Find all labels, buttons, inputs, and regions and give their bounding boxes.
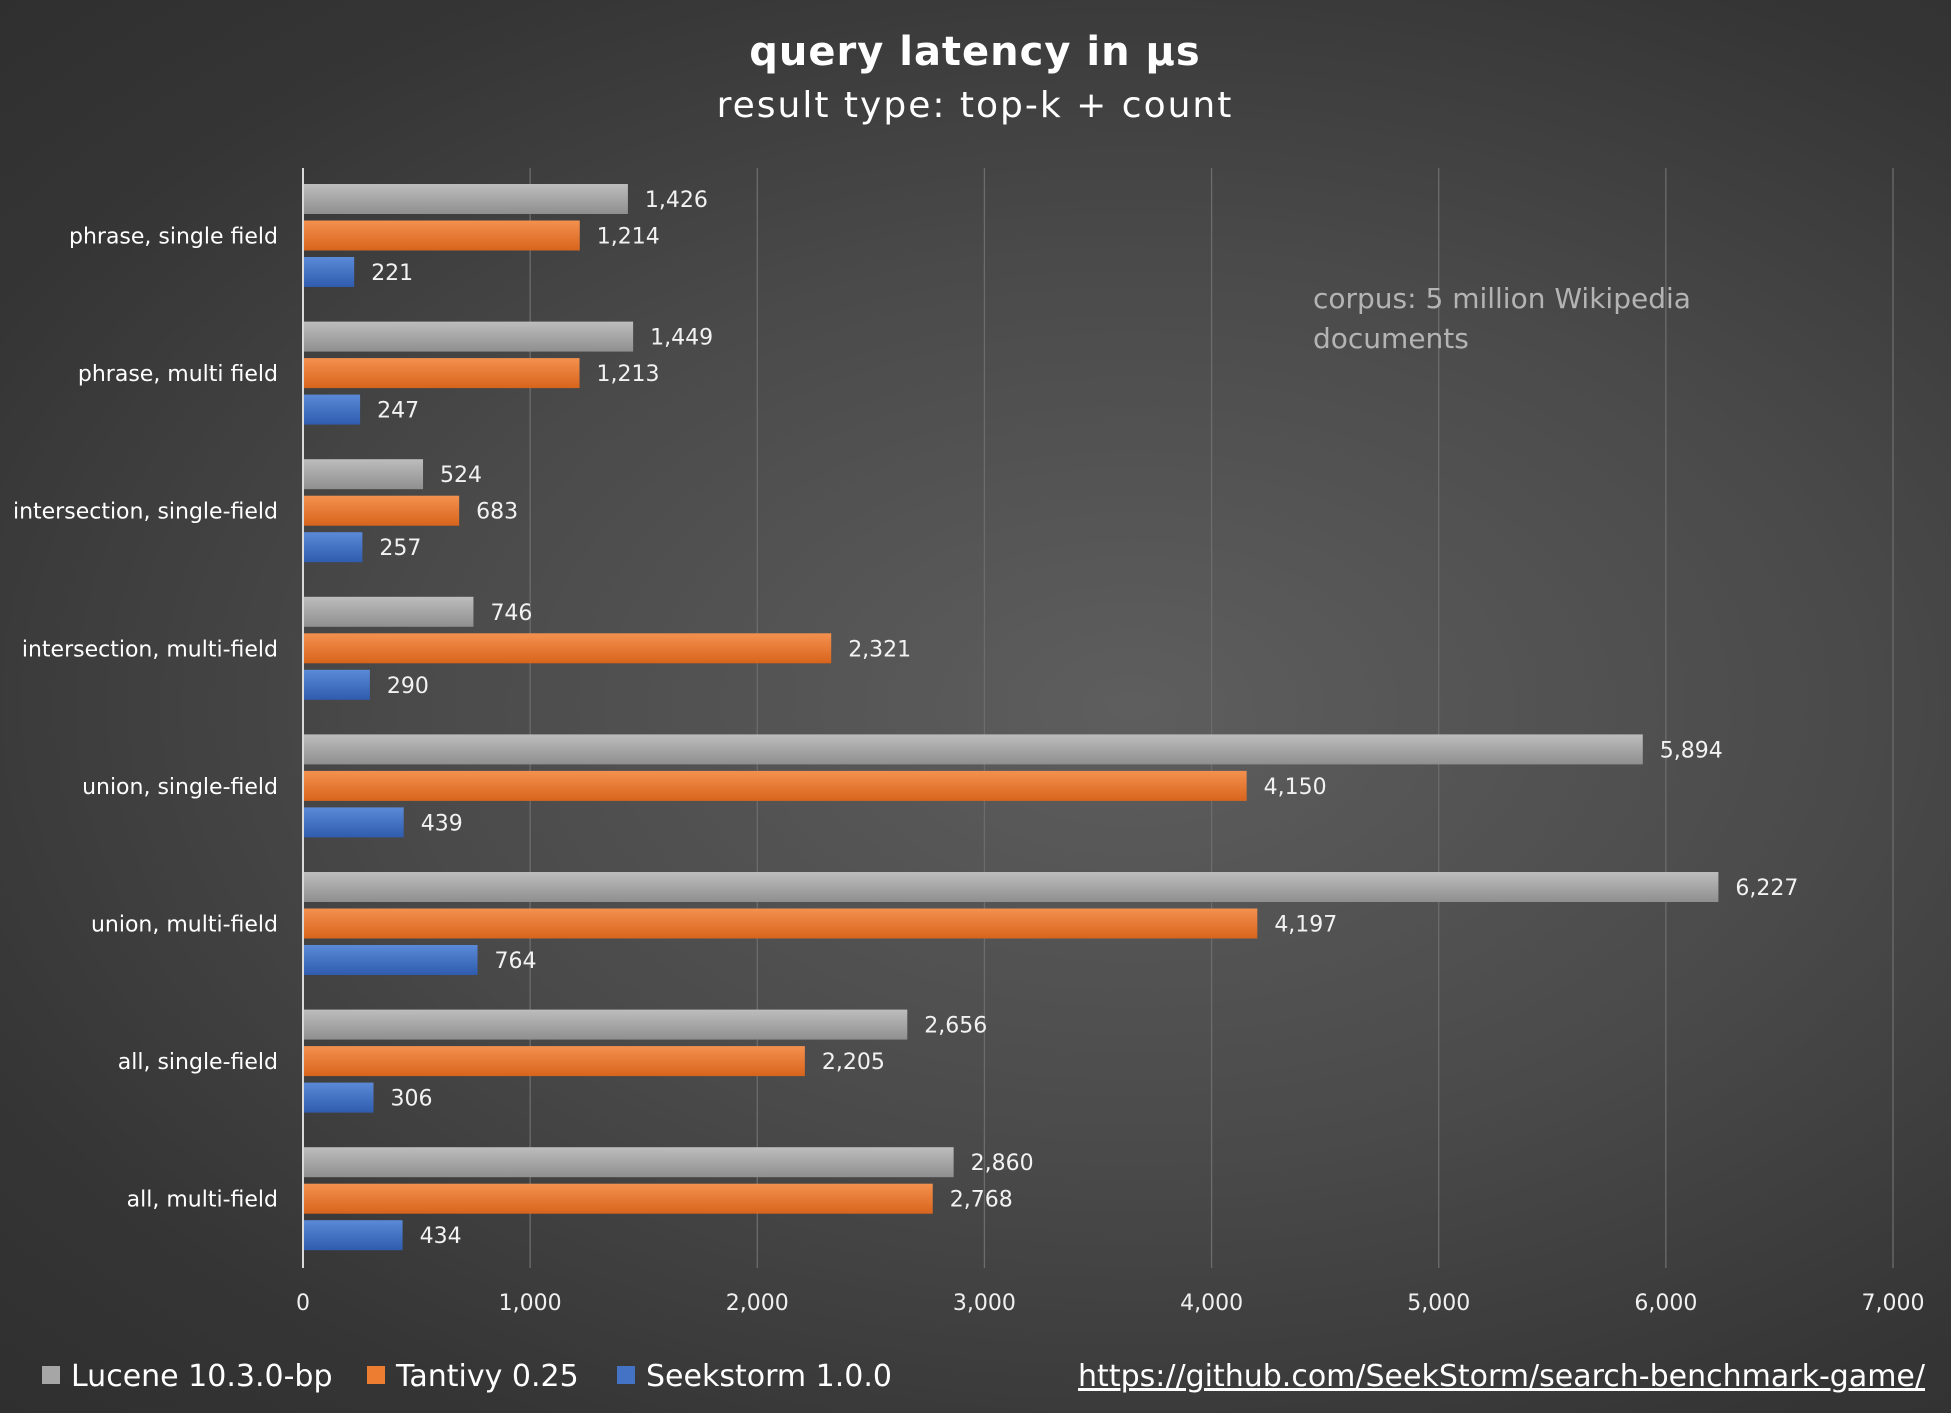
data-label: 524 [440,463,482,488]
x-tick-label: 6,000 [1634,1291,1697,1316]
data-label: 247 [377,399,419,424]
data-label: 2,321 [848,637,911,662]
data-label: 306 [391,1087,433,1112]
data-label: 5,894 [1660,738,1723,763]
data-label: 2,656 [924,1014,987,1039]
data-label: 290 [387,674,429,699]
data-label: 439 [421,811,463,836]
bar [304,394,361,425]
category-label: intersection, single-field [13,500,278,525]
x-tick-label: 0 [296,1291,310,1316]
data-label: 6,227 [1735,876,1798,901]
category-label: all, multi-field [127,1188,278,1213]
data-label: 1,213 [597,362,660,387]
x-tick-label: 5,000 [1407,1291,1470,1316]
bar [304,770,1247,801]
data-label: 746 [490,601,532,626]
bar [304,220,580,251]
bar [304,908,1258,939]
legend-swatch [367,1366,385,1384]
bar [304,1082,374,1113]
category-label: all, single-field [118,1050,278,1075]
category-label: union, single-field [82,775,278,800]
data-labels: 1,426 1,214 221 1,449 1,213 247 524 683 257 746 2,… [371,188,1798,1249]
bar [304,1183,933,1214]
data-label: 257 [379,536,421,561]
bar [304,669,370,700]
bar [304,532,363,563]
x-tick-label: 3,000 [953,1291,1016,1316]
data-label: 221 [371,261,413,286]
bar [304,872,1719,902]
data-label: 2,205 [822,1050,885,1075]
legend-swatch [42,1366,60,1384]
legend-swatch [617,1366,635,1384]
bar [304,459,424,490]
data-label: 1,214 [597,225,660,250]
bar [304,1046,805,1077]
data-label: 4,197 [1274,913,1337,938]
category-labels: phrase, single field phrase, multi field i… [13,225,278,1213]
chart-title: query latency in µs [749,29,1200,75]
bar [304,596,474,627]
chart-subtitle: result type: top-k + count [717,85,1234,126]
bar [304,358,580,389]
bar [304,633,832,664]
data-label: 1,449 [650,326,713,351]
category-label: phrase, single field [69,225,278,250]
data-label: 2,768 [950,1188,1013,1213]
legend-label: Lucene 10.3.0-bp [71,1359,333,1394]
data-label: 1,426 [645,188,708,213]
legend: Lucene 10.3.0-bp Tantivy 0.25 Seekstorm 1.… [42,1359,892,1394]
source-link[interactable]: https://github.com/SeekStorm/search-benc… [1078,1359,1926,1394]
x-tick-label: 7,000 [1862,1291,1925,1316]
data-label: 683 [476,500,518,525]
bar [304,945,478,975]
x-tick-label: 4,000 [1180,1291,1243,1316]
corpus-annotation-line1: corpus: 5 million Wikipedia [1313,282,1691,315]
category-label: intersection, multi-field [22,637,278,662]
legend-label: Seekstorm 1.0.0 [646,1359,892,1394]
bar [304,321,634,352]
corpus-annotation-line2: documents [1313,322,1469,355]
bar [304,1009,908,1040]
bar [304,1147,954,1178]
bar [304,1220,403,1251]
data-label: 434 [420,1224,462,1249]
bar [304,495,460,526]
x-tick-label: 1,000 [499,1291,562,1316]
data-label: 4,150 [1264,775,1327,800]
bar [304,184,628,214]
bar [304,807,404,838]
category-label: union, multi-field [91,913,278,938]
data-label: 764 [495,949,537,974]
category-label: phrase, multi field [78,362,278,387]
x-tick-label: 2,000 [726,1291,789,1316]
gridlines [529,168,1894,1268]
bars [304,184,1719,1251]
data-label: 2,860 [971,1151,1034,1176]
legend-label: Tantivy 0.25 [395,1359,579,1394]
bar [304,734,1643,765]
bar [304,257,355,287]
x-axis-tick-labels: 0 1,000 2,000 3,000 4,000 5,000 6,000 7,000 [296,1291,1924,1316]
